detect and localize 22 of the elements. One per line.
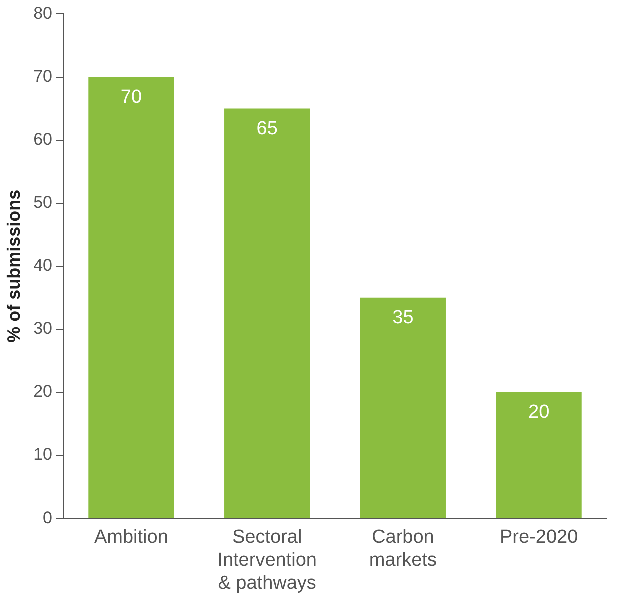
data-label: 20 [528,402,550,424]
y-tick-label: 40 [34,256,53,276]
x-tick-label: Carbon markets [369,527,437,572]
y-tick-label: 10 [34,445,53,464]
data-label: 65 [256,118,278,140]
y-tick-label: 60 [34,130,53,149]
y-tick-label: 0 [43,508,53,528]
y-tick-label: 80 [34,4,53,23]
y-tick-label: 70 [34,66,53,86]
y-axis-title: % of submissions [4,190,24,343]
bar [224,108,310,518]
y-tick-label: 50 [34,193,53,212]
bar [360,298,446,518]
data-label: 70 [120,86,142,108]
x-tick-label: Pre-2020 [500,527,578,548]
x-tick-label: Ambition [94,527,168,548]
bar [496,392,582,518]
x-tick-label: Sectoral Intervention & pathways [218,527,317,594]
y-tick-label: 20 [34,382,53,402]
data-label: 35 [392,308,414,329]
bar [88,77,174,518]
y-tick-label: 30 [34,319,53,338]
